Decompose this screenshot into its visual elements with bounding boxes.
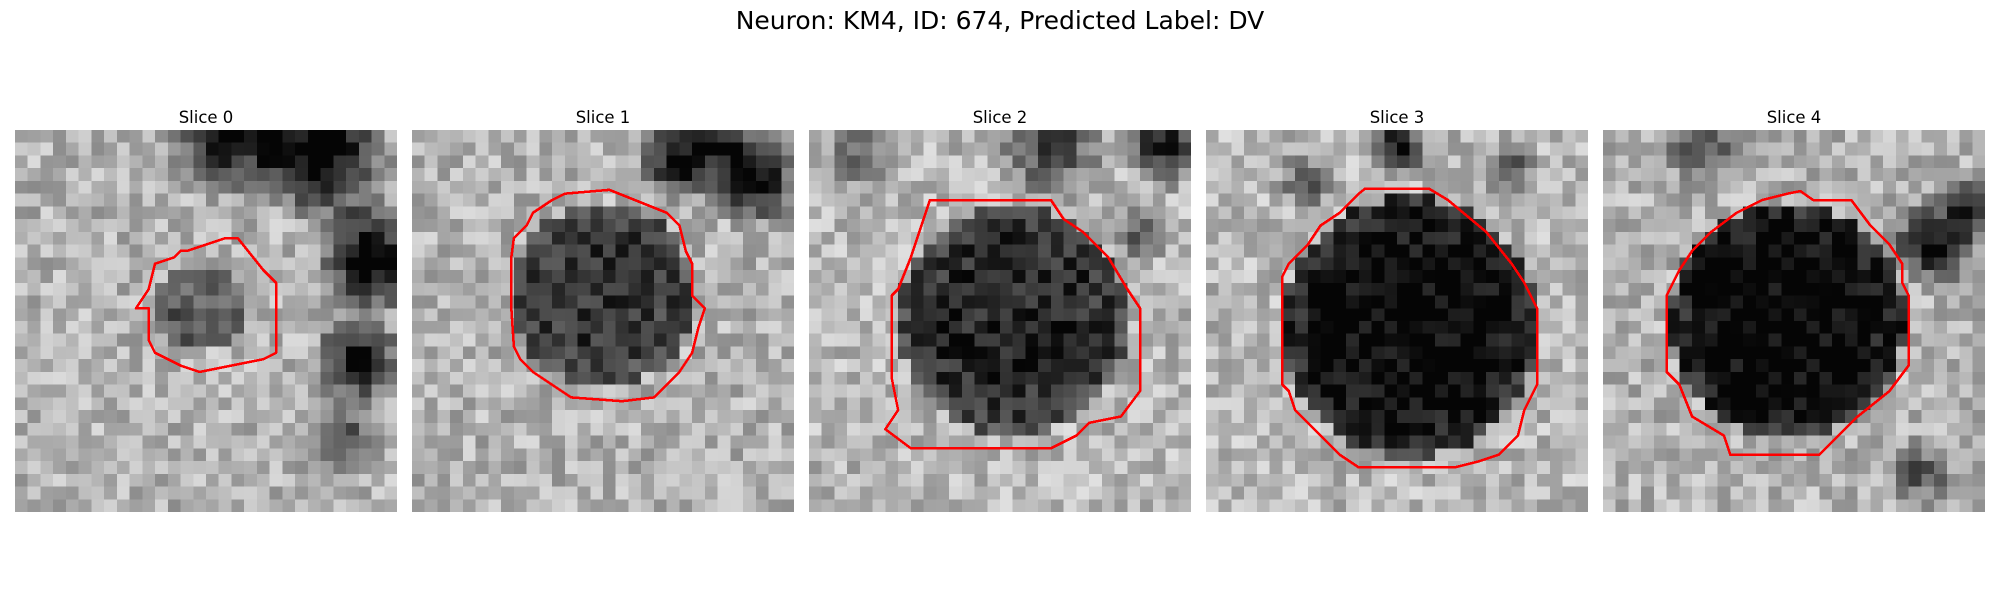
slice-image-0 xyxy=(15,130,397,512)
slice-contour-2 xyxy=(884,198,1142,450)
slice-pixels-0 xyxy=(15,130,397,512)
slice-contour-3 xyxy=(1281,187,1539,469)
slice-image-4 xyxy=(1603,130,1985,512)
slice-panel-1: Slice 1 xyxy=(412,108,794,512)
slice-title-0: Slice 0 xyxy=(178,108,234,127)
slice-contour-4 xyxy=(1665,189,1910,456)
slice-image-2 xyxy=(809,130,1191,512)
slice-contour-1 xyxy=(510,188,707,403)
slice-pixels-2 xyxy=(809,130,1191,512)
slice-panel-2: Slice 2 xyxy=(809,108,1191,512)
slice-panel-4: Slice 4 xyxy=(1603,108,1985,512)
slice-pixels-1 xyxy=(412,130,794,512)
slice-title-3: Slice 3 xyxy=(1369,108,1425,127)
figure-title: Neuron: KM4, ID: 674, Predicted Label: D… xyxy=(735,6,1265,35)
slice-panel-0: Slice 0 xyxy=(15,108,397,512)
slice-title-2: Slice 2 xyxy=(972,108,1028,127)
slice-image-1 xyxy=(412,130,794,512)
slice-panel-3: Slice 3 xyxy=(1206,108,1588,512)
slice-title-4: Slice 4 xyxy=(1766,108,1822,127)
slice-title-1: Slice 1 xyxy=(575,108,631,127)
slice-contour-0 xyxy=(134,236,278,374)
slice-image-3 xyxy=(1206,130,1588,512)
